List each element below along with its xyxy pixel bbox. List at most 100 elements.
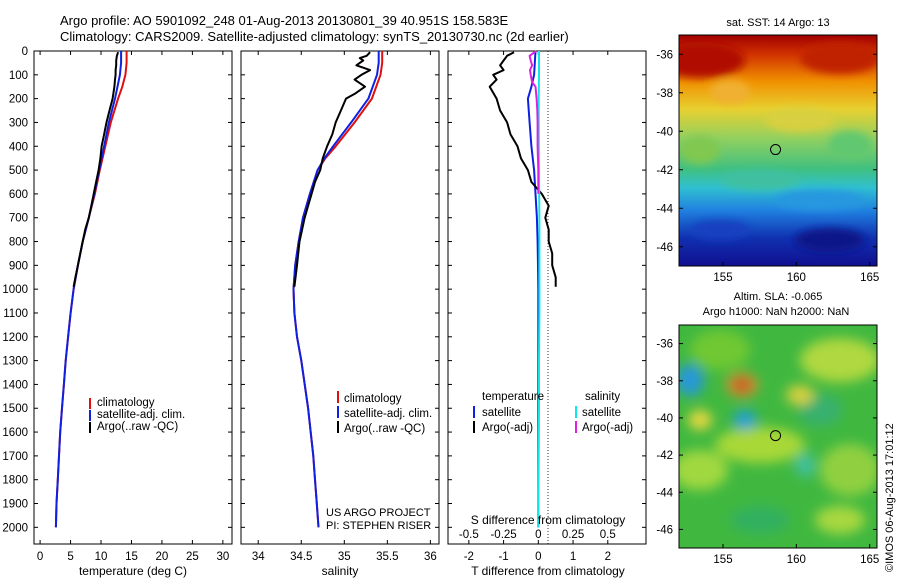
lon-tick-label: 155 [713,272,732,284]
series-line-climatology [292,51,384,528]
depth-tick-label: 1900 [2,499,28,511]
project-annotation: US ARGO PROJECT [326,507,431,519]
lat-tick-label: -46 [656,524,673,536]
sst-map-frame [678,34,878,267]
difference-panel: -2 -1 0 1 2 -0.5 -0.25 0 0.25 0.5 S difference f… [447,50,647,578]
lon-tick-label: 155 [713,554,732,566]
lat-tick-label: -40 [656,126,673,138]
series-line-climatology [54,51,128,528]
argo-float-marker [770,144,782,156]
x-tick-label: 30 [216,551,229,563]
x-tick-label: 35 [338,551,351,563]
salinity-legend: climatology satellite-adj. clim. Argo(..… [337,391,432,435]
x-tick-label: 34 [252,551,265,563]
legend-label-satellite: satellite-adj. clim. [344,408,432,420]
lat-tick-label: -40 [656,413,673,425]
lat-tick-label: -36 [656,49,673,61]
lon-tick-label: 165 [860,554,879,566]
lat-tick-label: -42 [656,165,673,177]
legend-label-temp-argo: Argo(-adj) [482,422,533,434]
temperature-plot-frame [33,50,233,545]
depth-tick-label: 1200 [2,332,28,344]
legend-label-climatology: climatology [344,393,402,405]
legend-label-argo: Argo(..raw -QC) [344,423,425,435]
lat-tick-label: -44 [656,487,673,499]
pi-annotation: PI: STEPHEN RISER [326,520,431,532]
lat-tick-label: -36 [656,339,673,351]
sst-map-panel: sat. SST: 14 Argo: 13 -36 -38 -40 -42 -44 -46… [656,17,879,284]
lat-tick-label: -38 [656,376,673,388]
s-diff-tick-label: 0 [535,529,541,541]
x-tick-label: 15 [125,551,138,563]
depth-tick-label: 1700 [2,451,28,463]
legend-label-satellite: satellite-adj. clim. [97,409,185,421]
x-tick-label: -2 [464,551,474,563]
lat-tick-label: -42 [656,450,673,462]
x-tick-label: 34.5 [290,551,312,563]
legend-label-sal-argo: Argo(-adj) [582,422,633,434]
depth-tick-label: 600 [9,189,28,201]
t-difference-axis-label: T difference from climatology [471,564,625,578]
sla-map-title: Altim. SLA: -0.065 [734,291,823,303]
x-tick-label: 10 [95,551,108,563]
lon-tick-label: 165 [860,272,879,284]
legend-label-temp-satellite: satellite [482,407,521,419]
sst-map-title: sat. SST: 14 Argo: 13 [726,17,829,29]
depth-tick-label: 300 [9,117,28,129]
figure-subtitle: Climatology: CARS2009. Satellite-adjuste… [60,29,569,44]
depth-tick-label: 500 [9,165,28,177]
depth-tick-label: 900 [9,260,28,272]
lon-tick-label: 160 [787,554,806,566]
temperature-panel: 0100200300400500600700800900100011001200… [2,46,646,578]
x-tick-label: 20 [156,551,169,563]
legend-header-salinity: salinity [585,391,620,403]
depth-tick-label: 1500 [2,403,28,415]
depth-tick-label: 400 [9,141,28,153]
argo-float-marker [770,430,782,442]
salinity-plot-frame [240,50,440,545]
x-tick-label: 2 [605,551,611,563]
depth-tick-label: 0 [22,46,28,58]
salinity-panel: 34 34.5 35 35.5 36 salinity climatology sate… [240,50,440,578]
lat-tick-label: -46 [656,242,673,254]
salinity-axis-label: salinity [322,564,359,578]
x-tick-label: -1 [498,551,508,563]
depth-tick-label: 700 [9,213,28,225]
legend-label-climatology: climatology [97,397,155,409]
s-diff-tick-label: 0.5 [600,529,616,541]
x-tick-label: 0 [535,551,541,563]
sla-heatmap [679,325,877,548]
x-tick-label: 36 [424,551,437,563]
s-diff-tick-label: -0.25 [490,529,516,541]
series-line-satellite-adj-clim- [292,51,380,528]
series-line-salinity-satellite [537,51,541,528]
temperature-axis-label: temperature (deg C) [79,564,187,578]
x-tick-label: 25 [186,551,199,563]
sla-map-subtitle: Argo h1000: NaN h2000: NaN [703,306,850,318]
s-diff-tick-label: 0.25 [562,529,584,541]
legend-header-temperature: temperature [482,391,544,403]
lat-tick-label: -38 [656,88,673,100]
sla-map-panel: Altim. SLA: -0.065 Argo h1000: NaN h2000… [656,291,879,566]
depth-tick-label: 2000 [2,522,28,534]
depth-tick-label: 800 [9,237,28,249]
depth-tick-label: 1400 [2,379,28,391]
depth-tick-label: 1100 [3,308,28,320]
depth-tick-label: 1800 [2,475,28,487]
legend-label-argo: Argo(..raw -QC) [97,421,178,433]
x-tick-label: 1 [570,551,576,563]
difference-legend: temperature salinity satellite Argo(-adj… [473,391,633,434]
depth-tick-label: 1300 [2,356,28,368]
temperature-legend: climatology satellite-adj. clim. Argo(..… [89,397,185,433]
sla-map-frame [678,324,878,549]
difference-plot-frame [447,50,647,545]
series-line-temperature-argo-adj- [488,51,557,287]
series-line-salinity-argo-adj- [528,50,540,194]
lat-tick-label: -44 [656,203,673,215]
s-difference-axis-label: S difference from climatology [471,513,626,527]
x-tick-label: 0 [37,551,43,563]
x-tick-label: 5 [67,551,73,563]
series-line-argo-raw-qc- [72,51,120,287]
imos-timestamp: ©IMOS 06-Aug-2013 17:01:12 [884,423,896,572]
